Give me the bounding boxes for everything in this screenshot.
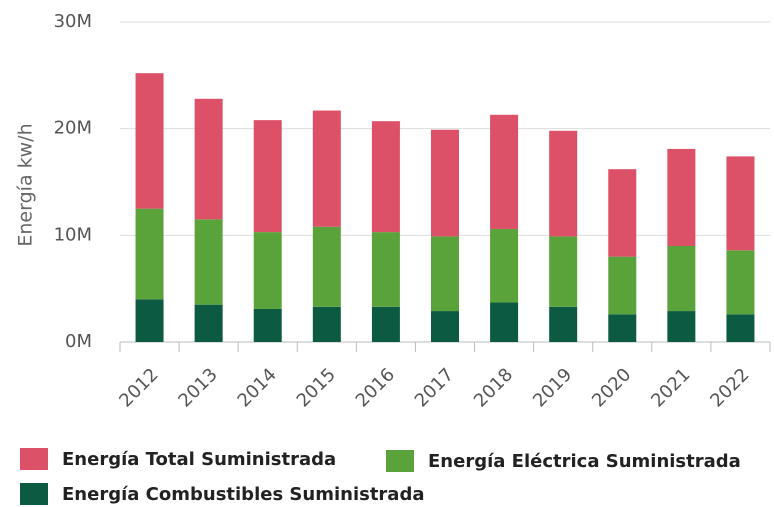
bar-segment	[726, 156, 755, 251]
bar-segment	[490, 228, 519, 303]
legend-label: Energía Eléctrica Suministrada	[428, 451, 741, 472]
y-tick-label: 0M	[65, 331, 92, 352]
x-tick-label: 2018	[470, 364, 517, 411]
x-tick-label: 2016	[352, 364, 399, 411]
x-tick-label: 2020	[588, 364, 635, 411]
bar-segment	[312, 306, 341, 342]
bar-segment	[726, 250, 755, 315]
bar-segment	[608, 314, 637, 342]
bar-segment	[431, 236, 459, 312]
x-tick-label: 2017	[411, 364, 458, 411]
y-tick-label: 10M	[54, 224, 92, 245]
bar-segment	[726, 314, 755, 342]
bar-segment	[549, 236, 578, 307]
y-axis-title: Energía kw/h	[15, 123, 37, 246]
bar-segment	[431, 129, 459, 237]
x-tick-label: 2015	[293, 364, 340, 411]
bar-segment	[135, 208, 164, 300]
bar-segment	[667, 246, 696, 312]
x-tick-label: 2012	[115, 364, 162, 411]
x-tick-label: 2019	[529, 364, 576, 411]
legend-swatch	[20, 448, 48, 470]
legend-label: Energía Combustibles Suministrada	[62, 484, 425, 505]
bar-segment	[253, 232, 282, 309]
bar-segment	[371, 121, 400, 233]
bar-segment	[608, 169, 637, 257]
bar-segment	[490, 302, 519, 342]
bar-segment	[371, 232, 400, 307]
bar-segment	[135, 73, 164, 209]
x-tick-label: 2021	[647, 364, 694, 411]
bar-segment	[194, 304, 223, 342]
bar-segment	[667, 148, 696, 246]
legend-label: Energía Total Suministrada	[62, 449, 336, 470]
bar-segment	[549, 130, 578, 237]
x-tick-label: 2022	[706, 364, 753, 411]
bar-segment	[194, 219, 223, 305]
bar-segment	[608, 256, 637, 315]
bar-segment	[194, 98, 223, 220]
x-tick-label: 2014	[234, 364, 281, 411]
bar-segment	[135, 299, 164, 342]
legend-swatch	[20, 483, 48, 505]
bar-segment	[253, 120, 282, 233]
bar-segment	[490, 114, 519, 229]
bar-segment	[312, 226, 341, 307]
bar-segment	[312, 110, 341, 227]
y-tick-label: 30M	[54, 11, 92, 32]
bar-segment	[431, 311, 459, 342]
bar-segment	[253, 308, 282, 342]
bar-segment	[667, 311, 696, 342]
legend-swatch	[386, 450, 414, 472]
bar-segment	[549, 306, 578, 342]
x-tick-label: 2013	[174, 364, 221, 411]
bar-segment	[371, 306, 400, 342]
y-tick-label: 20M	[54, 118, 92, 139]
